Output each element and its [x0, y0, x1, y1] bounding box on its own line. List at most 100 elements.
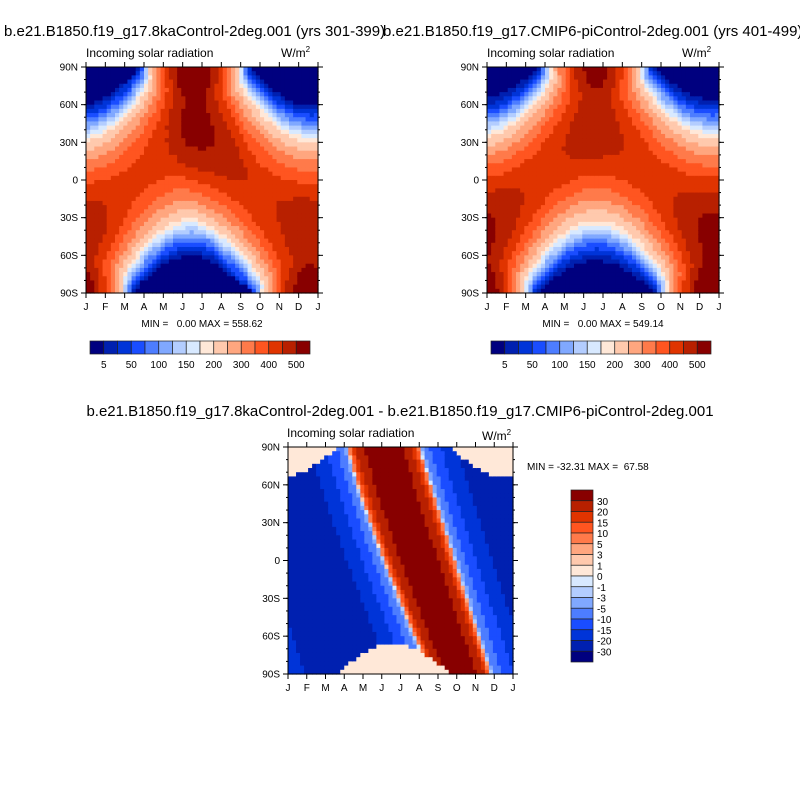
contour-cell	[210, 242, 216, 248]
contour-cell	[569, 180, 575, 185]
contour-cell	[131, 272, 137, 277]
contour-cell	[131, 184, 137, 189]
contour-cell	[152, 288, 158, 294]
contour-cell	[284, 205, 290, 210]
contour-cell	[206, 96, 211, 102]
contour-cell	[301, 180, 307, 185]
contour-cell	[507, 125, 513, 131]
contour-cell	[528, 171, 534, 177]
contour-cell	[156, 67, 162, 72]
contour-cell	[251, 146, 257, 152]
contour-cell	[239, 129, 245, 135]
contour-cell	[619, 67, 625, 72]
contour-cell	[235, 117, 240, 123]
contour-cell	[177, 79, 182, 85]
contour-cell	[611, 251, 617, 256]
contour-cell	[226, 226, 232, 231]
contour-cell	[532, 67, 538, 72]
contour-cell	[627, 121, 633, 127]
contour-cell	[260, 234, 265, 240]
contour-cell	[623, 96, 629, 102]
contour-cell	[565, 217, 571, 223]
contour-cell	[94, 284, 100, 290]
contour-cell	[615, 267, 621, 273]
contour-cell	[156, 267, 162, 273]
contour-cell	[305, 180, 311, 185]
contour-cell	[197, 142, 203, 148]
contour-cell	[499, 238, 505, 244]
contour-cell	[557, 230, 563, 236]
contour-cell	[540, 288, 546, 294]
contour-cell	[264, 280, 269, 286]
contour-cell	[264, 150, 269, 156]
contour-cell	[578, 259, 583, 265]
contour-cell	[185, 171, 191, 177]
contour-cell	[545, 213, 550, 219]
contour-cell	[255, 255, 261, 261]
contour-cell	[284, 180, 290, 185]
contour-cell	[235, 276, 240, 282]
contour-cell	[90, 154, 95, 160]
contour-cell	[222, 100, 228, 106]
contour-cell	[582, 180, 588, 185]
contour-cell	[156, 280, 162, 286]
contour-cell	[156, 104, 162, 110]
contour-cell	[619, 87, 625, 93]
contour-cell	[268, 150, 274, 156]
contour-cell	[202, 200, 207, 206]
contour-cell	[189, 121, 195, 127]
contour-cell	[210, 267, 216, 273]
contour-cell	[574, 79, 579, 85]
contour-cell	[231, 71, 236, 76]
contour-cell	[127, 213, 133, 219]
contour-cell	[189, 100, 195, 106]
contour-cell	[582, 67, 588, 72]
contour-cell	[152, 267, 158, 273]
contour-cell	[615, 83, 621, 89]
contour-cell	[106, 129, 112, 135]
contour-cell	[268, 192, 274, 198]
contour-cell	[536, 276, 542, 282]
contour-cell	[528, 87, 534, 93]
contour-cell	[569, 251, 575, 256]
contour-cell	[590, 163, 596, 169]
contour-cell	[507, 154, 513, 160]
contour-cell	[276, 75, 282, 81]
contour-cell	[598, 217, 604, 223]
contour-cell	[115, 209, 120, 215]
contour-cell	[301, 133, 307, 139]
contour-cell	[561, 154, 567, 160]
contour-cell	[289, 200, 294, 206]
contour-cell	[115, 113, 120, 118]
contour-cell	[309, 188, 315, 194]
contour-cell	[123, 209, 129, 215]
contour-cell	[313, 267, 319, 273]
contour-cell	[135, 180, 141, 185]
contour-cell	[305, 226, 311, 231]
contour-cell	[603, 150, 608, 156]
contour-cell	[148, 117, 153, 123]
contour-cell	[586, 154, 592, 160]
contour-cell	[235, 242, 240, 248]
contour-cell	[115, 272, 120, 277]
contour-cell	[226, 138, 232, 143]
contour-cell	[239, 259, 245, 265]
contour-cell	[90, 87, 95, 93]
contour-cell	[532, 92, 538, 97]
contour-cell	[590, 175, 596, 181]
contour-cell	[168, 154, 174, 160]
contour-cell	[148, 129, 153, 135]
contour-cell	[313, 133, 319, 139]
contour-cell	[578, 184, 583, 189]
contour-cell	[173, 276, 178, 282]
contour-cell	[255, 209, 261, 215]
contour-cell	[524, 113, 530, 118]
contour-cell	[206, 175, 211, 181]
contour-cell	[239, 288, 245, 294]
contour-cell	[557, 100, 563, 106]
contour-cell	[272, 259, 278, 265]
contour-cell	[139, 284, 145, 290]
contour-cell	[557, 67, 563, 72]
contour-cell	[127, 267, 133, 273]
contour-cell	[222, 79, 228, 85]
